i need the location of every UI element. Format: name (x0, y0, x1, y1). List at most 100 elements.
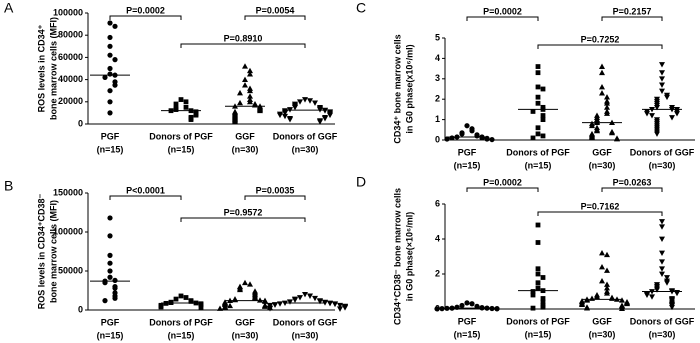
dot (237, 89, 243, 96)
dot (444, 136, 450, 142)
dot (307, 98, 313, 104)
dot (659, 219, 665, 225)
dot (535, 271, 541, 277)
dot (247, 67, 253, 74)
dot (112, 57, 118, 63)
group-size: (n=15) (525, 160, 552, 170)
dot (535, 285, 541, 291)
dot (107, 110, 113, 116)
dot (659, 88, 665, 95)
dot (337, 306, 343, 312)
dot (469, 128, 475, 134)
dot (107, 43, 113, 49)
dot (464, 300, 470, 306)
dot (669, 115, 675, 121)
dot (217, 305, 223, 311)
y-tick-label: 150000 (53, 187, 83, 197)
dot (589, 295, 595, 301)
dot (459, 302, 465, 309)
dot (659, 76, 665, 82)
p-value: P<0.0001 (126, 185, 165, 195)
panel-label: D (356, 174, 366, 190)
dot (584, 297, 590, 303)
dot (664, 275, 670, 281)
dot (664, 280, 670, 286)
dot (540, 275, 546, 280)
dot (312, 295, 318, 302)
dot (530, 305, 536, 311)
dot (604, 267, 610, 273)
dot (604, 290, 610, 296)
dot (247, 93, 253, 99)
dot (624, 300, 630, 307)
dot (287, 299, 293, 305)
y-tick-label: 6 (435, 198, 440, 208)
significance-bracket (601, 187, 663, 192)
dot (198, 302, 204, 307)
y-axis-label: CD34⁺CD38⁻ bone marrow cells (392, 188, 402, 325)
x-tick-label: GGF (235, 131, 255, 141)
dot (252, 295, 258, 301)
dot (257, 107, 263, 114)
y-tick-label: 50000 (58, 265, 83, 275)
dot (659, 224, 665, 230)
p-value: P=0.0002 (483, 6, 522, 16)
y-axis-label: in G0 phase(×10⁶/ml) (404, 212, 414, 301)
dot (449, 135, 455, 141)
dot (654, 104, 660, 111)
dot (242, 82, 248, 88)
dot (107, 65, 113, 72)
dot (479, 135, 485, 141)
y-tick-label: 0 (78, 304, 83, 314)
dot (282, 113, 288, 120)
dot (659, 62, 665, 68)
panel-label: C (356, 0, 366, 16)
dot (107, 71, 113, 77)
dot (659, 271, 665, 277)
p-value: P=0.7162 (581, 201, 620, 211)
y-tick-label: 4 (435, 53, 440, 63)
y-axis-label: ROS levels in CD34⁺CD38⁻ (36, 193, 46, 309)
group-size: (n=30) (232, 330, 259, 340)
dot (540, 304, 546, 310)
group-size: (n=15) (97, 144, 124, 154)
significance-bracket (466, 187, 539, 192)
dot (604, 100, 610, 106)
dot (242, 63, 248, 69)
dot (297, 99, 303, 105)
significance-bracket (466, 16, 539, 21)
group-size: (n=15) (168, 330, 195, 340)
dot (604, 104, 610, 110)
dot (292, 104, 298, 111)
dot (535, 125, 541, 131)
x-tick-label: Donors of PGF (149, 131, 213, 141)
y-axis-label: ROS levels in CD34⁺ (36, 24, 46, 112)
dot (599, 69, 605, 76)
dot (188, 117, 194, 122)
dot (317, 299, 323, 305)
dot (107, 88, 113, 94)
dot (535, 70, 541, 76)
dot (589, 122, 595, 129)
dot (484, 136, 490, 142)
dot (247, 87, 253, 94)
dot (599, 264, 605, 270)
significance-bracket (180, 217, 306, 222)
dot (237, 99, 243, 106)
dot (594, 127, 600, 134)
p-value: P=0.0263 (613, 177, 652, 187)
dot (242, 279, 248, 286)
dot (173, 101, 179, 107)
dot (535, 131, 541, 137)
dot (674, 290, 680, 297)
dot (327, 300, 333, 307)
y-tick-label: 100000 (53, 7, 83, 17)
dot (659, 70, 665, 76)
dot (107, 268, 113, 274)
dot (247, 281, 253, 287)
x-tick-label: Donors of GGF (630, 316, 695, 326)
dot (112, 82, 118, 88)
dot (469, 301, 475, 307)
dot (540, 117, 546, 122)
